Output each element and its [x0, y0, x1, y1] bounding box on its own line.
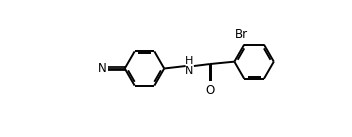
Text: H
N: H N: [185, 56, 194, 76]
Text: Br: Br: [234, 28, 247, 41]
Text: N: N: [98, 62, 106, 75]
Text: O: O: [205, 84, 214, 97]
